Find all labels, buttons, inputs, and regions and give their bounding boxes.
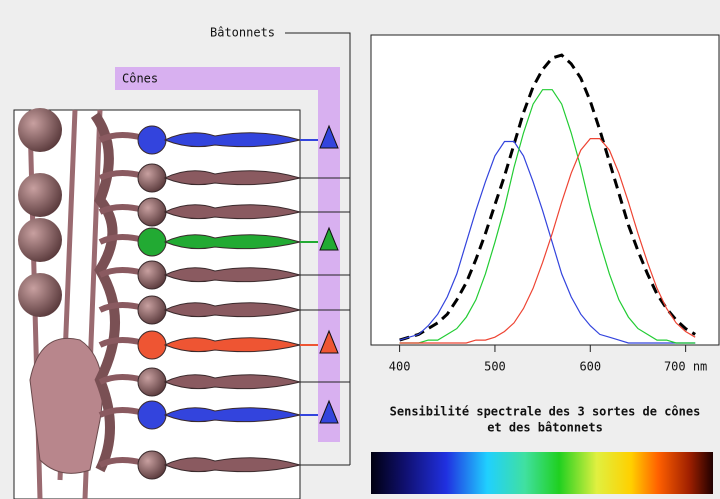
- caption: et des bâtonnets: [487, 421, 603, 435]
- caption: Sensibilité spectrale des 3 sortes de cô…: [390, 405, 701, 419]
- x-tick-label: 700 nm: [664, 360, 707, 374]
- x-tick-label: 600: [579, 360, 601, 374]
- cone-label: Cônes: [122, 72, 158, 86]
- figure: Cônes Bâtonnets Sensibilité spectrale de…: [0, 0, 720, 499]
- cell-body: [138, 368, 166, 396]
- cell-body: [138, 331, 166, 359]
- x-tick-label: 400: [389, 360, 411, 374]
- page: Cônes Bâtonnets Sensibilité spectrale de…: [0, 0, 720, 499]
- cell-body: [138, 228, 166, 256]
- cone-band: [318, 67, 340, 442]
- spectrum-bar: [371, 452, 713, 494]
- rod-label: Bâtonnets: [210, 26, 275, 40]
- x-tick-label: 500: [484, 360, 506, 374]
- cell-body: [138, 126, 166, 154]
- cell-body: [138, 401, 166, 429]
- cell-body: [138, 451, 166, 479]
- cell-body: [138, 296, 166, 324]
- plot-area: [371, 35, 719, 345]
- cell-body: [138, 261, 166, 289]
- cell-body: [138, 198, 166, 226]
- cell-body: [138, 164, 166, 192]
